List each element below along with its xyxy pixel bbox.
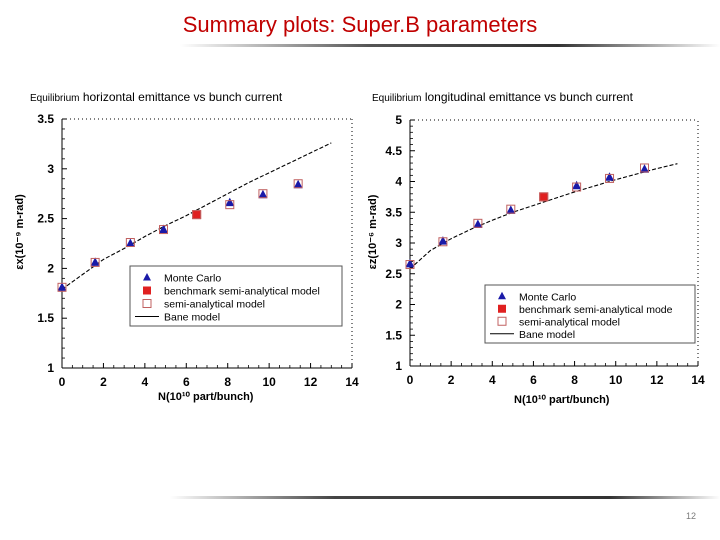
y-tick-label: 1 — [47, 361, 54, 375]
right-caption-main: longitudinal emittance vs bunch current — [424, 90, 633, 104]
legend-box — [484, 284, 696, 344]
monte-carlo-point — [159, 224, 168, 234]
x-tick-label: 8 — [571, 373, 578, 387]
legend-label: Bane model — [164, 312, 220, 324]
y-tick-label: 3.5 — [385, 205, 402, 219]
semi-analytical-point — [125, 238, 135, 248]
x-axis-label: N(10¹⁰ part/bunch) — [158, 391, 254, 403]
monte-carlo-point — [473, 219, 483, 229]
y-tick-label: 2.5 — [37, 212, 54, 226]
y-tick-label: 2.5 — [385, 267, 402, 281]
x-tick-label: 12 — [650, 373, 664, 387]
semi-analytical-point — [225, 200, 235, 210]
legend-label: Bane model — [519, 329, 575, 341]
legend-open-square-icon — [497, 316, 507, 326]
page-number: 12 — [686, 511, 697, 521]
semi-analytical-point — [605, 173, 615, 183]
semi-analytical-point — [159, 225, 168, 235]
x-tick-label: 4 — [142, 375, 149, 389]
monte-carlo-point — [125, 238, 135, 247]
slide-title: Summary plots: Super.B parameters — [182, 12, 538, 37]
semi-analytical-point — [539, 192, 549, 202]
x-tick-label: 10 — [609, 373, 623, 387]
legend-label: Monte Carlo — [164, 273, 221, 285]
monte-carlo-point — [57, 282, 67, 291]
y-tick-label: 1.5 — [385, 328, 402, 342]
x-tick-label: 4 — [489, 373, 496, 387]
y-tick-label: 1 — [395, 359, 402, 373]
x-tick-label: 0 — [407, 373, 414, 387]
footer-divider — [170, 496, 720, 499]
benchmark-point — [539, 192, 549, 202]
monte-carlo-point — [90, 257, 100, 266]
y-tick-label: 5 — [395, 113, 402, 127]
monte-carlo-point — [640, 164, 650, 173]
right-caption-prefix: Equilibrium — [372, 93, 422, 104]
left-caption-prefix: Equilibrium — [30, 93, 80, 104]
semi-analytical-point — [293, 179, 303, 189]
x-tick-label: 0 — [59, 375, 66, 389]
legend-box — [129, 265, 343, 327]
y-tick-label: 2 — [47, 261, 54, 275]
semi-analytical-point — [640, 163, 650, 173]
x-tick-label: 8 — [224, 375, 231, 389]
x-tick-label: 2 — [448, 373, 455, 387]
bane-model-line — [409, 163, 678, 270]
legend-label: semi-analytical model — [164, 299, 265, 311]
left-caption-main: horizontal emittance vs bunch current — [82, 90, 283, 104]
semi-analytical-point — [258, 189, 268, 199]
x-tick-label: 2 — [100, 375, 107, 389]
right-chart-caption: Equilibrium longitudinal emittance vs bu… — [372, 90, 633, 104]
monte-carlo-point — [293, 179, 303, 189]
x-tick-label: 6 — [530, 373, 537, 387]
y-tick-label: 3 — [395, 236, 402, 250]
y-axis-label: εx(10⁻⁹ m-rad) — [14, 194, 26, 270]
legend-label: benchmark semi-analytical model — [164, 286, 320, 298]
legend-filled-square-icon — [143, 286, 151, 295]
y-axis-label: εz(10⁻⁶ m-rad) — [367, 194, 379, 269]
semi-analytical-point — [438, 237, 448, 247]
legend-open-square-icon — [142, 299, 152, 308]
y-tick-label: 2 — [395, 298, 402, 312]
chart-1: 1 1.5 2 2.5 3 3.5 0 2 4 6 8 10 12 14 N(10¹⁰ part/bunch… — [14, 112, 359, 403]
semi-analytical-point — [192, 210, 202, 220]
y-tick-label: 4.5 — [385, 144, 402, 158]
semi-analytical-point — [506, 204, 516, 214]
monte-carlo-point — [405, 258, 415, 268]
semi-analytical-point — [57, 282, 67, 292]
legend-triangle-icon — [143, 273, 151, 281]
x-tick-label: 10 — [262, 375, 276, 389]
semi-analytical-point — [90, 257, 100, 267]
monte-carlo-point — [258, 189, 268, 199]
semi-analytical-point — [572, 182, 582, 192]
semi-analytical-point — [473, 218, 483, 228]
y-tick-label: 3.5 — [37, 112, 54, 126]
legend-filled-square-icon — [498, 304, 506, 313]
x-tick-label: 14 — [691, 373, 705, 387]
monte-carlo-point — [506, 205, 516, 214]
x-tick-label: 14 — [345, 375, 359, 389]
x-tick-label: 6 — [183, 375, 190, 389]
chart-2: 1 1.5 2 2.5 3 3.5 4 4.5 5 0 2 4 6 8 10 12 14 N(10¹⁰ part/… — [367, 113, 705, 406]
y-tick-label: 3 — [47, 162, 54, 176]
legend-label: benchmark semi-analytical mode — [519, 304, 673, 316]
legend-label: Monte Carlo — [519, 291, 576, 303]
x-axis-label: N(10¹⁰ part/bunch) — [514, 394, 610, 406]
monte-carlo-point — [438, 236, 448, 245]
monte-carlo-point — [572, 180, 582, 190]
monte-carlo-point — [225, 197, 235, 207]
x-tick-label: 12 — [304, 375, 318, 389]
benchmark-point — [192, 210, 202, 220]
y-tick-label: 4 — [395, 175, 402, 189]
y-tick-label: 1.5 — [37, 311, 54, 325]
legend-triangle-icon — [498, 291, 506, 300]
left-chart-caption: Equilibrium horizontal emittance vs bunc… — [30, 90, 282, 104]
semi-analytical-point — [405, 260, 415, 270]
monte-carlo-point — [605, 172, 615, 181]
title-divider — [180, 44, 720, 47]
legend-label: semi-analytical model — [519, 316, 620, 328]
